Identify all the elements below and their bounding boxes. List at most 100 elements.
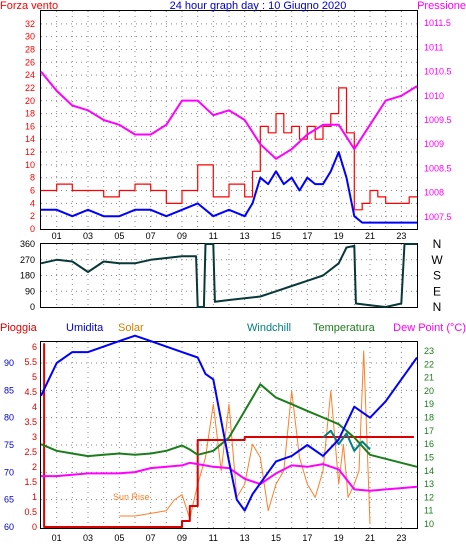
hour-tick-label: 09 (177, 231, 187, 241)
hour-tick-label: 03 (83, 533, 93, 543)
direction-tick-label: 90 (25, 286, 35, 296)
temperature-tick-label: 11 (424, 506, 433, 516)
temperature-line (40, 383, 418, 468)
humidity-line (40, 334, 418, 512)
hour-tick-label: 09 (177, 533, 187, 543)
wind-tick-label: 12 (25, 147, 35, 157)
hour-tick-label: 23 (396, 533, 406, 543)
pressure-tick-label: 1010 (424, 91, 444, 101)
compass-label: N (433, 237, 442, 251)
temperature-tick-label: 12 (424, 492, 434, 502)
hour-tick-label: 23 (396, 231, 406, 241)
humidity-tick-label: 85 (4, 385, 14, 395)
temperature-header: Temperatura (313, 322, 376, 334)
compass-label: E (433, 284, 441, 298)
temperature-tick-label: 13 (424, 479, 434, 489)
dewpoint-line (41, 461, 418, 492)
hour-tick-label: 05 (114, 533, 124, 543)
wind-tick-label: 14 (25, 134, 35, 144)
hour-tick-label: 11 (209, 533, 218, 543)
rain-tick-label: 5.5 (24, 357, 37, 367)
temperature-tick-label: 14 (424, 466, 434, 476)
wind-tick-label: 24 (25, 70, 35, 80)
wind-tick-label: 2 (30, 211, 35, 221)
wind-tick-label: 32 (25, 19, 35, 29)
rain-tick-label: 6 (32, 342, 37, 352)
hour-tick-label: 01 (52, 533, 62, 543)
rain-line (43, 343, 414, 528)
hour-tick-label: 21 (365, 231, 375, 241)
rain-tick-label: 2.5 (24, 447, 37, 457)
solar-line (119, 350, 371, 525)
temperature-tick-label: 22 (424, 359, 434, 369)
hour-tick-label: 07 (146, 231, 156, 241)
direction-tick-label: 180 (20, 271, 35, 281)
wind-tick-label: 18 (25, 109, 35, 119)
temperature-tick-label: 19 (424, 399, 434, 409)
wind-tick-label: 10 (25, 160, 35, 170)
wind-tick-label: 16 (25, 121, 35, 131)
pressure-tick-label: 1009 (424, 139, 444, 149)
wind-tick-label: 4 (30, 198, 35, 208)
temperature-tick-label: 17 (424, 426, 434, 436)
pressure-axis-title: Pressione (417, 0, 466, 12)
hour-tick-label: 01 (52, 231, 62, 241)
wind-line (41, 151, 417, 224)
dewpoint-header: Dew Point (°C) (393, 322, 466, 334)
gust-line (41, 87, 417, 211)
temperature-tick-label: 10 (424, 519, 434, 529)
pressure-tick-label: 1011 (424, 42, 443, 52)
hour-tick-label: 05 (114, 231, 124, 241)
compass-label: W (431, 253, 443, 267)
wind-tick-label: 30 (25, 32, 35, 42)
solar-header: Solar (118, 322, 144, 334)
hour-tick-label: 17 (302, 231, 312, 241)
rain-tick-label: 0 (32, 522, 37, 532)
humidity-header: Umidita (66, 322, 104, 334)
rain-tick-label: 0.5 (24, 507, 37, 517)
hour-tick-label: 19 (334, 231, 344, 241)
windchill-header: Windchill (247, 322, 291, 334)
wind-tick-label: 6 (30, 186, 35, 196)
humidity-tick-label: 60 (4, 522, 14, 532)
wind-tick-label: 8 (30, 173, 35, 183)
hour-tick-label: 07 (146, 533, 156, 543)
humidity-tick-label: 75 (4, 440, 14, 450)
humidity-tick-label: 90 (4, 358, 14, 368)
rain-tick-label: 2 (32, 462, 37, 472)
hour-tick-label: 17 (302, 533, 312, 543)
wind-tick-label: 20 (25, 96, 35, 106)
rain-tick-label: 1.5 (24, 477, 37, 487)
hour-tick-label: 03 (83, 231, 93, 241)
direction-tick-label: 0 (30, 302, 35, 312)
temperature-tick-label: 20 (424, 386, 434, 396)
chart-title: 24 hour graph day : 10 Giugno 2020 (170, 0, 347, 12)
temperature-tick-label: 23 (424, 346, 434, 356)
hour-tick-label: 15 (271, 533, 281, 543)
direction-panel-frame (40, 243, 418, 308)
rain-tick-label: 3.5 (24, 417, 37, 427)
compass-label: N (433, 300, 442, 314)
hour-tick-label: 19 (334, 533, 344, 543)
temperature-tick-label: 21 (424, 373, 434, 383)
wind-tick-label: 22 (25, 83, 35, 93)
pressure-tick-label: 1007.5 (424, 212, 452, 222)
humidity-tick-label: 80 (4, 413, 14, 423)
wind-tick-label: 28 (25, 44, 35, 54)
rain-tick-label: 4 (32, 402, 37, 412)
wind-tick-label: 0 (30, 224, 35, 234)
pressure-tick-label: 1008.5 (424, 163, 452, 173)
rain-tick-label: 5 (32, 372, 37, 382)
direction-tick-label: 360 (20, 239, 35, 249)
direction-line (40, 243, 417, 308)
humidity-tick-label: 65 (4, 495, 14, 505)
thermo-panel-frame (40, 341, 418, 529)
pressure-tick-label: 1009.5 (424, 115, 452, 125)
rain-header: Pioggia (0, 322, 38, 334)
hour-tick-label: 13 (240, 533, 250, 543)
temperature-tick-label: 16 (424, 439, 434, 449)
temperature-tick-label: 18 (424, 413, 434, 423)
